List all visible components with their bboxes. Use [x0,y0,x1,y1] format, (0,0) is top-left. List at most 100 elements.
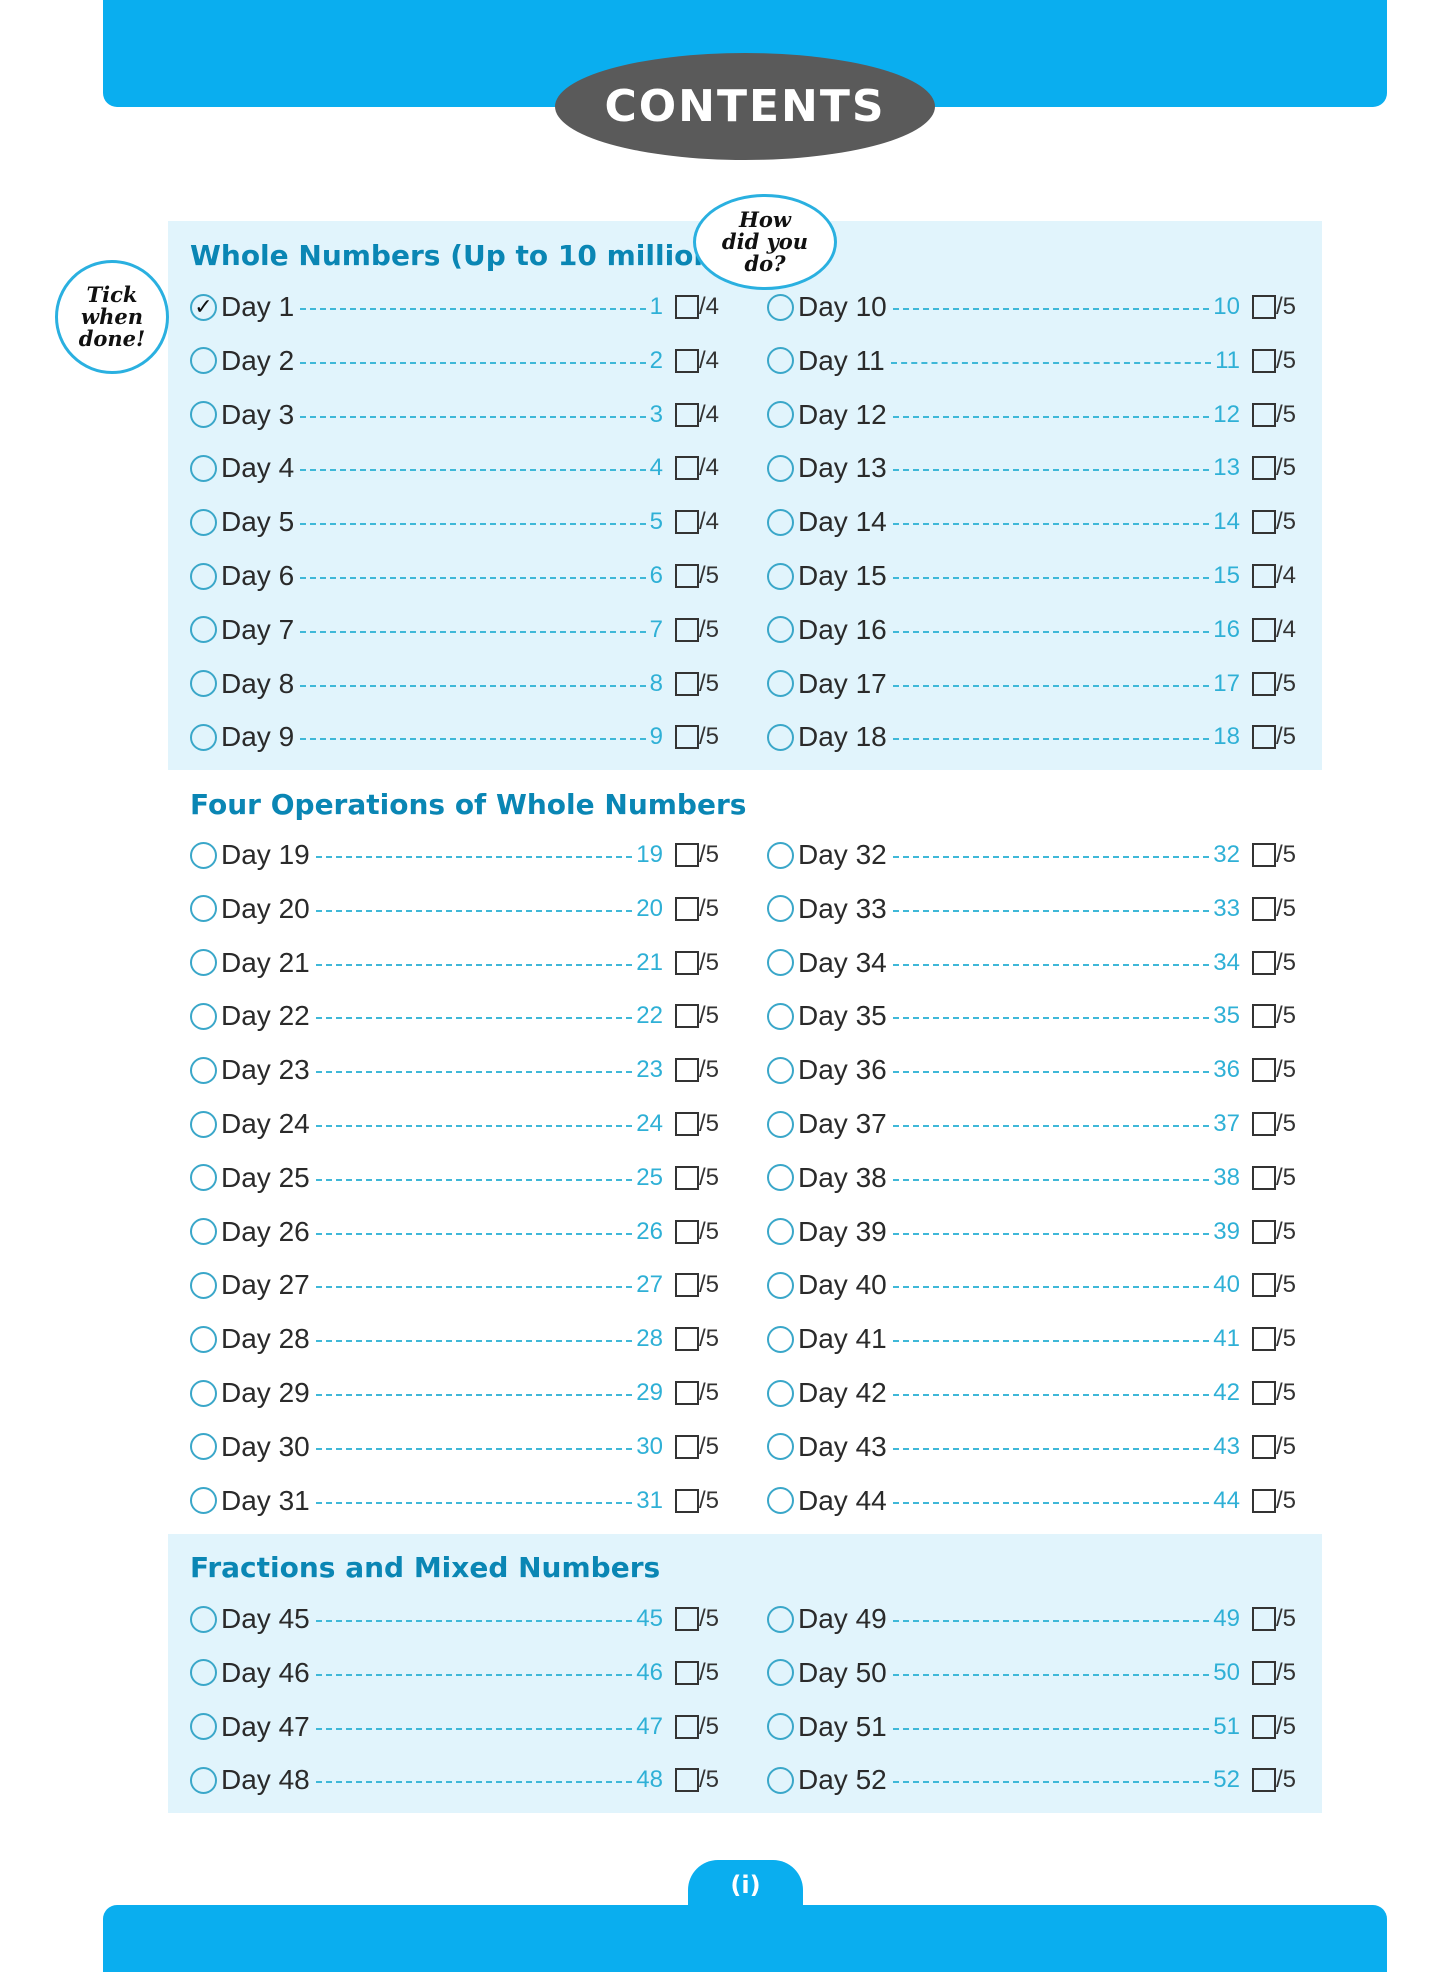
done-checkbox-circle[interactable] [190,401,217,429]
score-box[interactable] [1252,896,1276,921]
done-checkbox-circle[interactable] [767,454,794,482]
score-box[interactable] [1252,456,1276,481]
done-checkbox-circle[interactable] [190,347,217,375]
score-box[interactable] [1252,348,1276,373]
score-box[interactable] [675,348,699,373]
score-box[interactable] [675,617,699,642]
score-box[interactable] [1252,843,1276,867]
score-box[interactable] [1252,1058,1276,1083]
score-box[interactable] [675,1714,699,1739]
score-box[interactable] [675,1434,699,1459]
done-checkbox-circle[interactable] [767,1110,794,1138]
score-box[interactable] [675,671,699,696]
done-checkbox-circle[interactable] [190,1659,217,1687]
done-checkbox-circle[interactable] [190,1056,217,1084]
done-checkbox-circle[interactable]: ✓ [190,293,217,321]
done-checkbox-circle[interactable] [190,454,217,482]
score-box[interactable] [1252,1219,1276,1244]
done-checkbox-circle[interactable] [190,1110,217,1138]
done-checkbox-circle[interactable] [190,616,217,644]
score-box[interactable] [1252,1112,1276,1136]
done-checkbox-circle[interactable] [767,562,794,590]
score-box[interactable] [675,1660,699,1685]
score-box[interactable] [675,402,699,427]
score-box[interactable] [675,295,699,319]
done-checkbox-circle[interactable] [190,841,217,869]
score-box[interactable] [1252,1768,1276,1793]
score-box[interactable] [675,1768,699,1793]
score-box[interactable] [675,564,699,588]
done-checkbox-circle[interactable] [767,1379,794,1407]
score-box[interactable] [1252,510,1276,535]
score-box[interactable] [1252,1714,1276,1739]
done-checkbox-circle[interactable] [767,616,794,644]
done-checkbox-circle[interactable] [190,1487,217,1515]
score-box[interactable] [1252,1273,1276,1298]
done-checkbox-circle[interactable] [767,1002,794,1030]
done-checkbox-circle[interactable] [190,1713,217,1741]
score-box[interactable] [675,1327,699,1352]
done-checkbox-circle[interactable] [767,347,794,375]
done-checkbox-circle[interactable] [767,723,794,751]
done-checkbox-circle[interactable] [767,1659,794,1687]
score-box[interactable] [675,1488,699,1513]
done-checkbox-circle[interactable] [767,1487,794,1515]
done-checkbox-circle[interactable] [190,1002,217,1030]
score-box[interactable] [1252,950,1276,975]
done-checkbox-circle[interactable] [767,508,794,536]
score-box[interactable] [1252,725,1276,750]
score-box[interactable] [1252,617,1276,642]
score-box[interactable] [675,725,699,750]
score-box[interactable] [675,896,699,921]
done-checkbox-circle[interactable] [767,1271,794,1299]
score-box[interactable] [675,1219,699,1244]
score-box[interactable] [1252,1381,1276,1405]
score-box[interactable] [1252,1004,1276,1029]
score-box[interactable] [1252,295,1276,319]
done-checkbox-circle[interactable] [190,1271,217,1299]
done-checkbox-circle[interactable] [190,1766,217,1794]
score-box[interactable] [1252,671,1276,696]
done-checkbox-circle[interactable] [767,949,794,977]
done-checkbox-circle[interactable] [190,1379,217,1407]
done-checkbox-circle[interactable] [190,1218,217,1246]
done-checkbox-circle[interactable] [767,401,794,429]
done-checkbox-circle[interactable] [190,1325,217,1353]
done-checkbox-circle[interactable] [767,1433,794,1461]
score-box[interactable] [1252,564,1276,588]
done-checkbox-circle[interactable] [767,895,794,923]
done-checkbox-circle[interactable] [190,670,217,698]
score-box[interactable] [1252,1488,1276,1513]
score-box[interactable] [1252,1165,1276,1190]
done-checkbox-circle[interactable] [190,1164,217,1192]
score-box[interactable] [675,1381,699,1405]
score-box[interactable] [1252,1660,1276,1685]
done-checkbox-circle[interactable] [767,1713,794,1741]
score-box[interactable] [675,510,699,535]
score-box[interactable] [675,1273,699,1298]
done-checkbox-circle[interactable] [767,1218,794,1246]
done-checkbox-circle[interactable] [767,1605,794,1633]
done-checkbox-circle[interactable] [767,1766,794,1794]
score-box[interactable] [1252,1434,1276,1459]
score-box[interactable] [675,1112,699,1136]
score-box[interactable] [1252,402,1276,427]
score-box[interactable] [675,1165,699,1190]
done-checkbox-circle[interactable] [767,841,794,869]
score-box[interactable] [675,950,699,975]
done-checkbox-circle[interactable] [767,1325,794,1353]
done-checkbox-circle[interactable] [190,508,217,536]
done-checkbox-circle[interactable] [190,1605,217,1633]
score-box[interactable] [675,1004,699,1029]
done-checkbox-circle[interactable] [767,293,794,321]
done-checkbox-circle[interactable] [190,949,217,977]
score-box[interactable] [675,1058,699,1083]
done-checkbox-circle[interactable] [767,1164,794,1192]
done-checkbox-circle[interactable] [767,670,794,698]
score-box[interactable] [1252,1607,1276,1631]
done-checkbox-circle[interactable] [767,1056,794,1084]
score-box[interactable] [1252,1327,1276,1352]
done-checkbox-circle[interactable] [190,895,217,923]
score-box[interactable] [675,456,699,481]
done-checkbox-circle[interactable] [190,1433,217,1461]
